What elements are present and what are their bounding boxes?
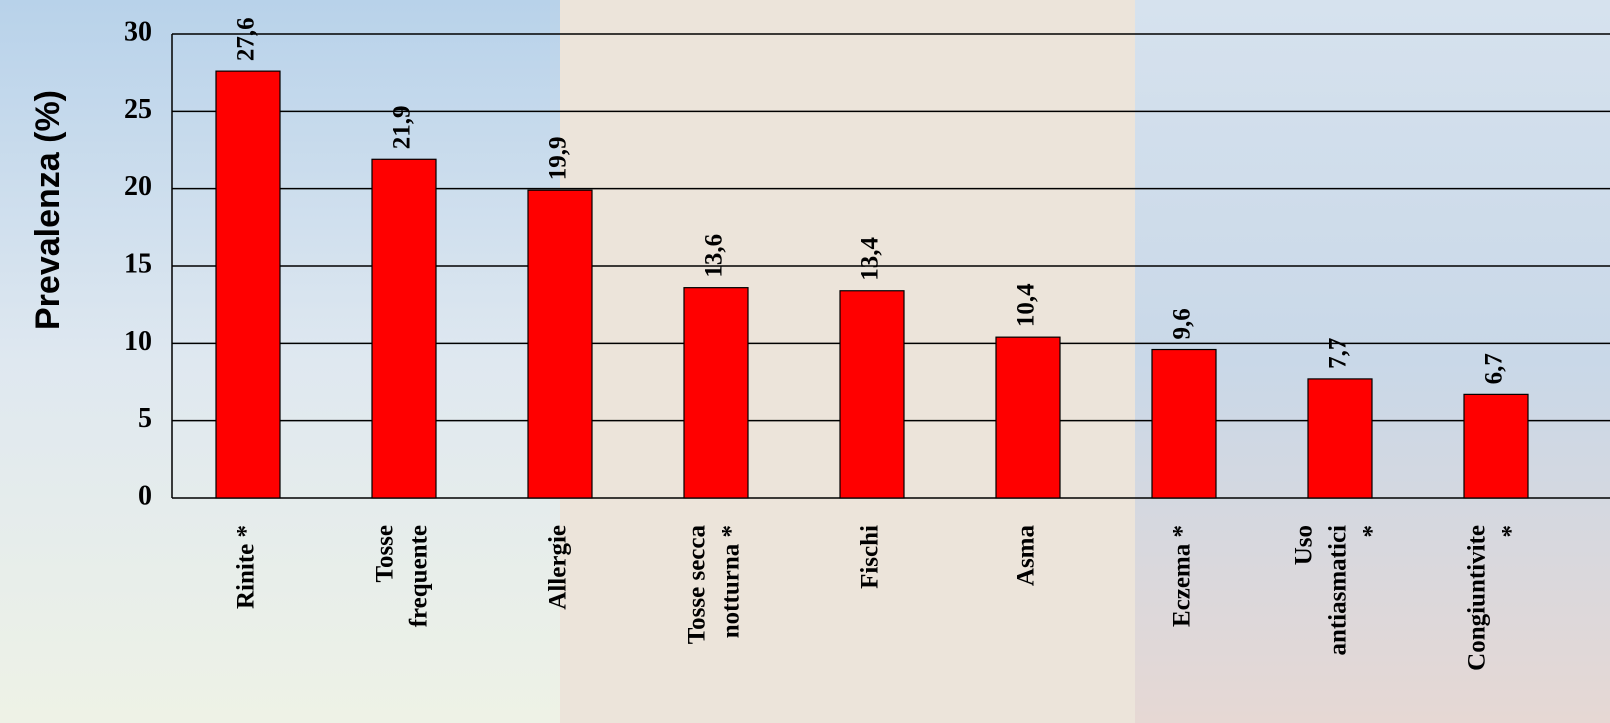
value-label: 10,4: [1013, 283, 1040, 327]
bar: [215, 70, 281, 499]
x-tick-label: Rinite *: [233, 525, 260, 609]
x-tick-label: Tosse secca: [684, 525, 711, 645]
y-tick-label: 0: [138, 480, 152, 511]
x-tick-label: Congiuntivite: [1464, 525, 1491, 671]
x-tick-label: Tosse: [372, 525, 399, 582]
value-label: 6,7: [1481, 353, 1508, 384]
value-label: 7,7: [1325, 338, 1352, 369]
x-tick-label: *: [1498, 525, 1525, 538]
value-label: 21,9: [389, 106, 416, 150]
value-label: 27,6: [233, 17, 260, 61]
x-tick-label: antiasmatici: [1325, 525, 1352, 656]
bar: [995, 336, 1061, 499]
y-tick-label: 25: [124, 94, 152, 125]
bar: [839, 290, 905, 499]
y-tick-label: 5: [138, 403, 152, 434]
x-tick-label: notturna *: [718, 525, 745, 638]
bar: [371, 158, 437, 499]
bar: [683, 287, 749, 499]
y-tick-label: 15: [124, 248, 152, 279]
y-tick-label: 10: [124, 326, 152, 357]
x-tick-label: *: [1359, 525, 1386, 538]
y-axis-label: Prevalenza (%): [29, 90, 67, 330]
bar: [1463, 393, 1529, 499]
bar: [527, 189, 593, 499]
bar: [1151, 348, 1217, 499]
y-tick-label: 20: [124, 171, 152, 202]
x-tick-label: Asma: [1013, 525, 1040, 587]
x-tick-label: frequente: [406, 525, 433, 627]
value-label: 13,4: [857, 236, 884, 280]
value-label: 13,6: [701, 234, 728, 278]
value-label: 9,6: [1169, 308, 1196, 339]
x-tick-label: Fischi: [857, 525, 884, 589]
value-label: 19,9: [545, 136, 572, 180]
bar: [1307, 378, 1373, 499]
y-tick-label: 30: [124, 16, 152, 47]
x-tick-label: Eczema *: [1169, 525, 1196, 627]
x-tick-label: Allergie: [545, 525, 572, 610]
x-tick-label: Uso: [1291, 525, 1318, 565]
